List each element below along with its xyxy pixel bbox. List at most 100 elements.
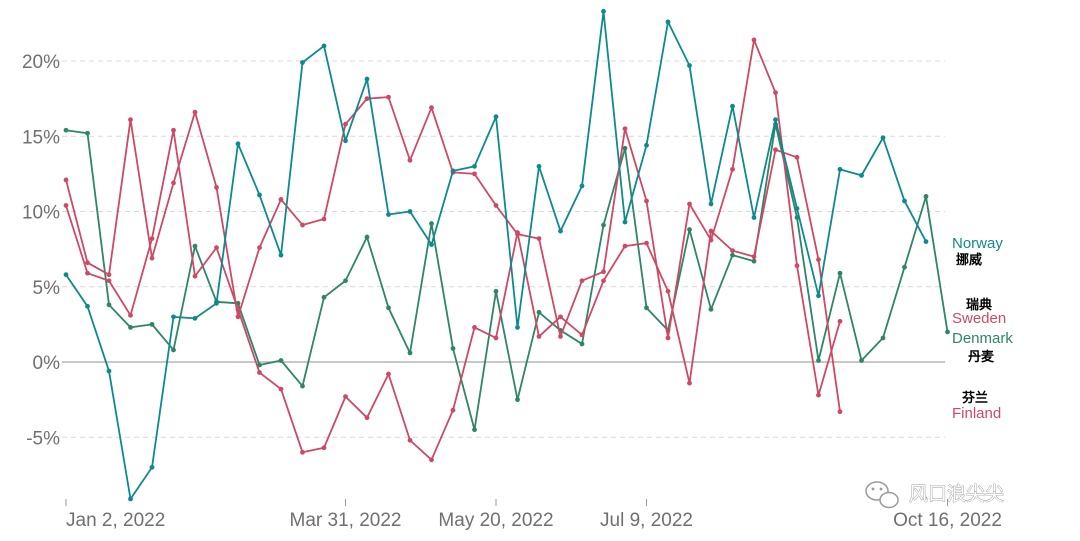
data-point: [321, 294, 327, 300]
data-point: [429, 457, 434, 463]
data-point: [816, 358, 821, 363]
series-line: [65, 10, 927, 500]
data-point: [149, 464, 155, 470]
data-point: [257, 192, 262, 198]
data-point: [128, 324, 133, 330]
data-point: [429, 221, 434, 226]
data-point: [644, 142, 649, 148]
series-layer: [63, 8, 950, 502]
y-tick-label: 0%: [33, 353, 61, 374]
data-point: [558, 314, 563, 320]
series-label-zh-denmark: 丹麦: [968, 349, 995, 365]
data-point: [278, 386, 284, 392]
data-point: [472, 427, 477, 433]
series-label-zh-finland: 芬兰: [961, 390, 988, 406]
data-point: [192, 273, 198, 279]
data-point: [579, 332, 585, 338]
data-point: [644, 198, 649, 204]
data-point: [859, 358, 864, 363]
data-point: [472, 171, 477, 177]
data-point: [278, 252, 284, 258]
data-point: [665, 335, 671, 341]
data-point: [386, 305, 391, 311]
series-line: [65, 39, 841, 397]
data-point: [106, 278, 112, 284]
data-point: [171, 180, 176, 186]
data-point: [343, 278, 348, 284]
x-tick-label: Jan 2, 2022: [66, 510, 165, 531]
data-point: [945, 329, 950, 335]
y-tick-label: -5%: [26, 428, 60, 449]
data-point: [321, 43, 327, 49]
data-point: [859, 172, 864, 178]
watermark: 风口浪尖尖: [865, 481, 1004, 509]
data-point: [794, 206, 800, 211]
data-point: [644, 240, 649, 246]
data-point: [665, 19, 671, 25]
data-point: [257, 245, 262, 251]
data-point: [923, 194, 929, 199]
data-point: [730, 166, 735, 172]
data-point: [622, 145, 628, 151]
data-point: [687, 201, 692, 207]
data-point: [558, 228, 563, 234]
data-point: [579, 278, 585, 284]
data-point: [601, 8, 606, 14]
data-point: [450, 168, 456, 174]
data-point: [902, 264, 907, 270]
data-point: [171, 314, 176, 320]
data-point: [880, 135, 886, 141]
data-point: [407, 350, 413, 356]
data-point: [300, 222, 305, 228]
series-label-denmark: Denmark: [952, 330, 1013, 347]
watermark-text: 风口浪尖尖: [909, 483, 1004, 505]
data-point: [730, 103, 735, 109]
data-point: [493, 288, 499, 294]
data-point: [85, 130, 90, 136]
data-point: [63, 127, 69, 133]
data-point: [429, 105, 434, 111]
data-point: [149, 255, 155, 261]
data-point: [515, 324, 520, 330]
data-point: [450, 407, 456, 413]
data-point: [751, 258, 757, 264]
series-label-sweden: Sweden: [952, 310, 1006, 327]
data-point: [493, 203, 499, 208]
data-point: [300, 60, 305, 65]
data-point: [644, 305, 649, 311]
data-point: [429, 242, 434, 248]
data-point: [472, 163, 477, 169]
data-point: [343, 394, 348, 400]
data-point: [751, 254, 757, 260]
data-point: [278, 358, 284, 363]
data-point: [407, 437, 413, 443]
data-point: [106, 272, 112, 278]
series-label-finland: Finland: [952, 405, 1001, 422]
data-point: [837, 270, 843, 276]
data-point: [278, 197, 284, 202]
data-point: [816, 257, 821, 263]
data-point: [85, 260, 90, 266]
data-point: [364, 76, 370, 82]
data-point: [751, 37, 757, 43]
data-point: [708, 228, 714, 234]
data-point: [902, 198, 907, 204]
data-point: [63, 272, 69, 278]
data-point: [364, 96, 370, 102]
data-point: [687, 380, 692, 386]
data-point: [601, 269, 606, 275]
data-point: [579, 341, 585, 347]
data-point: [601, 278, 606, 284]
series-label-zh-sweden: 瑞典: [966, 297, 992, 313]
data-point: [300, 449, 305, 455]
data-point: [493, 114, 499, 120]
data-point: [794, 263, 800, 269]
data-point: [171, 127, 176, 133]
data-point: [622, 126, 628, 132]
data-point: [837, 318, 843, 324]
data-point: [816, 293, 821, 299]
data-point: [192, 109, 198, 115]
series-norway: [63, 8, 929, 502]
